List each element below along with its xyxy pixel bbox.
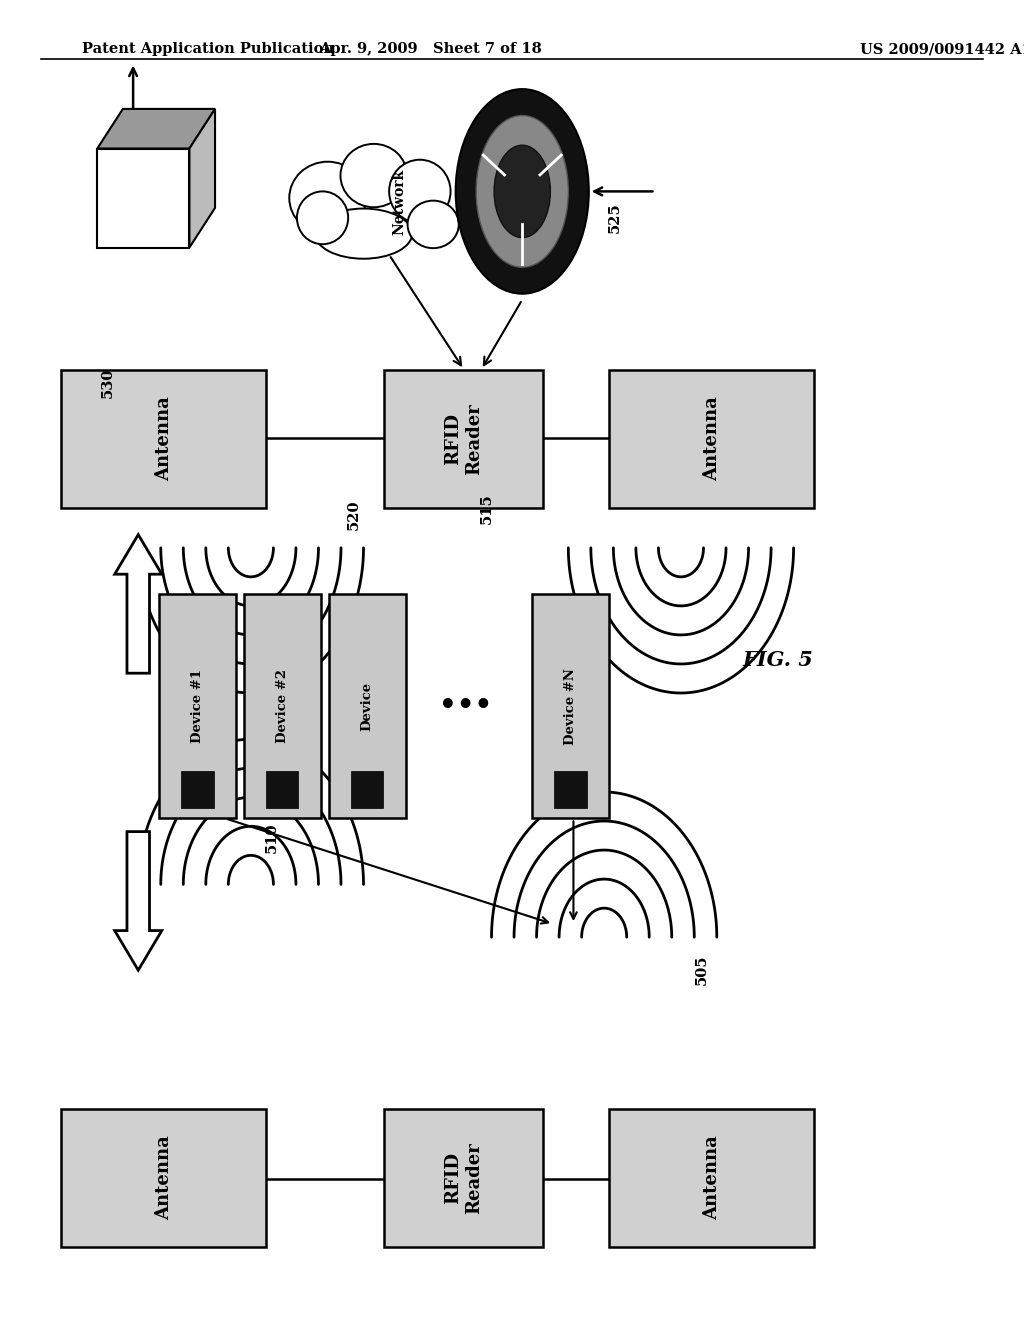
Text: Antenna: Antenna	[155, 1135, 173, 1221]
Bar	[265, 771, 299, 808]
Bar	[159, 594, 236, 818]
Bar	[61, 1109, 266, 1247]
Bar	[180, 771, 213, 808]
Text: Antenna: Antenna	[702, 1135, 721, 1221]
Bar	[384, 370, 543, 508]
Ellipse shape	[290, 162, 367, 235]
Text: Network: Network	[392, 169, 407, 235]
Text: 520: 520	[346, 499, 360, 531]
Ellipse shape	[315, 209, 412, 259]
Ellipse shape	[340, 144, 407, 207]
Text: Device #1: Device #1	[190, 669, 204, 743]
Ellipse shape	[494, 145, 551, 238]
Text: 530: 530	[100, 367, 115, 399]
Text: Patent Application Publication: Patent Application Publication	[82, 42, 334, 57]
Text: Device #2: Device #2	[275, 669, 289, 743]
Bar	[350, 771, 383, 808]
Bar	[609, 370, 814, 508]
Bar	[384, 1109, 543, 1247]
Text: •••: •••	[439, 692, 493, 721]
FancyArrow shape	[115, 535, 162, 673]
Bar	[532, 594, 609, 818]
Ellipse shape	[297, 191, 348, 244]
Bar	[61, 370, 266, 508]
Ellipse shape	[476, 116, 568, 268]
Bar	[609, 1109, 814, 1247]
Polygon shape	[97, 110, 215, 149]
Ellipse shape	[456, 90, 589, 294]
Text: RFID
Reader: RFID Reader	[444, 403, 482, 475]
Text: Device: Device	[360, 681, 374, 731]
Text: 525: 525	[607, 202, 622, 234]
Ellipse shape	[389, 160, 451, 223]
FancyArrow shape	[115, 832, 162, 970]
Bar	[329, 594, 406, 818]
Text: Antenna: Antenna	[702, 396, 721, 482]
Text: RFID
Reader: RFID Reader	[444, 1142, 482, 1214]
Bar	[244, 594, 321, 818]
Text: Antenna: Antenna	[155, 396, 173, 482]
Bar	[555, 771, 588, 808]
Text: Device #N: Device #N	[564, 668, 578, 744]
Text: 510: 510	[264, 822, 279, 854]
Text: US 2009/0091442 A1: US 2009/0091442 A1	[860, 42, 1024, 57]
Text: FIG. 5: FIG. 5	[742, 649, 814, 671]
Polygon shape	[189, 110, 215, 248]
Text: 505: 505	[694, 954, 709, 986]
Text: Apr. 9, 2009   Sheet 7 of 18: Apr. 9, 2009 Sheet 7 of 18	[318, 42, 542, 57]
Bar	[97, 149, 189, 248]
Text: 515: 515	[479, 492, 494, 524]
Ellipse shape	[408, 201, 459, 248]
